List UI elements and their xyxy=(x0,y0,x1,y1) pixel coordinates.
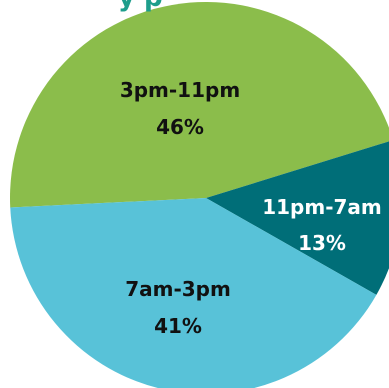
pie-slice-3pm-11pm xyxy=(10,2,389,208)
slice-label-3pm-11pm: 3pm-11pm xyxy=(120,78,240,102)
slice-label-7am-3pm: 7am-3pm xyxy=(125,277,231,301)
slice-value-3pm-11pm: 46% xyxy=(156,115,204,139)
pie-slices xyxy=(10,2,389,388)
slice-label-11pm-7am: 11pm-7am xyxy=(262,195,382,219)
pie-slice-11pm-7am xyxy=(206,141,389,295)
pie-slice-7am-3pm xyxy=(10,198,377,388)
slice-value-11pm-7am: 13% xyxy=(298,231,346,255)
chart-title-fragment: y p xyxy=(118,0,163,13)
slice-value-7am-3pm: 41% xyxy=(154,314,202,338)
